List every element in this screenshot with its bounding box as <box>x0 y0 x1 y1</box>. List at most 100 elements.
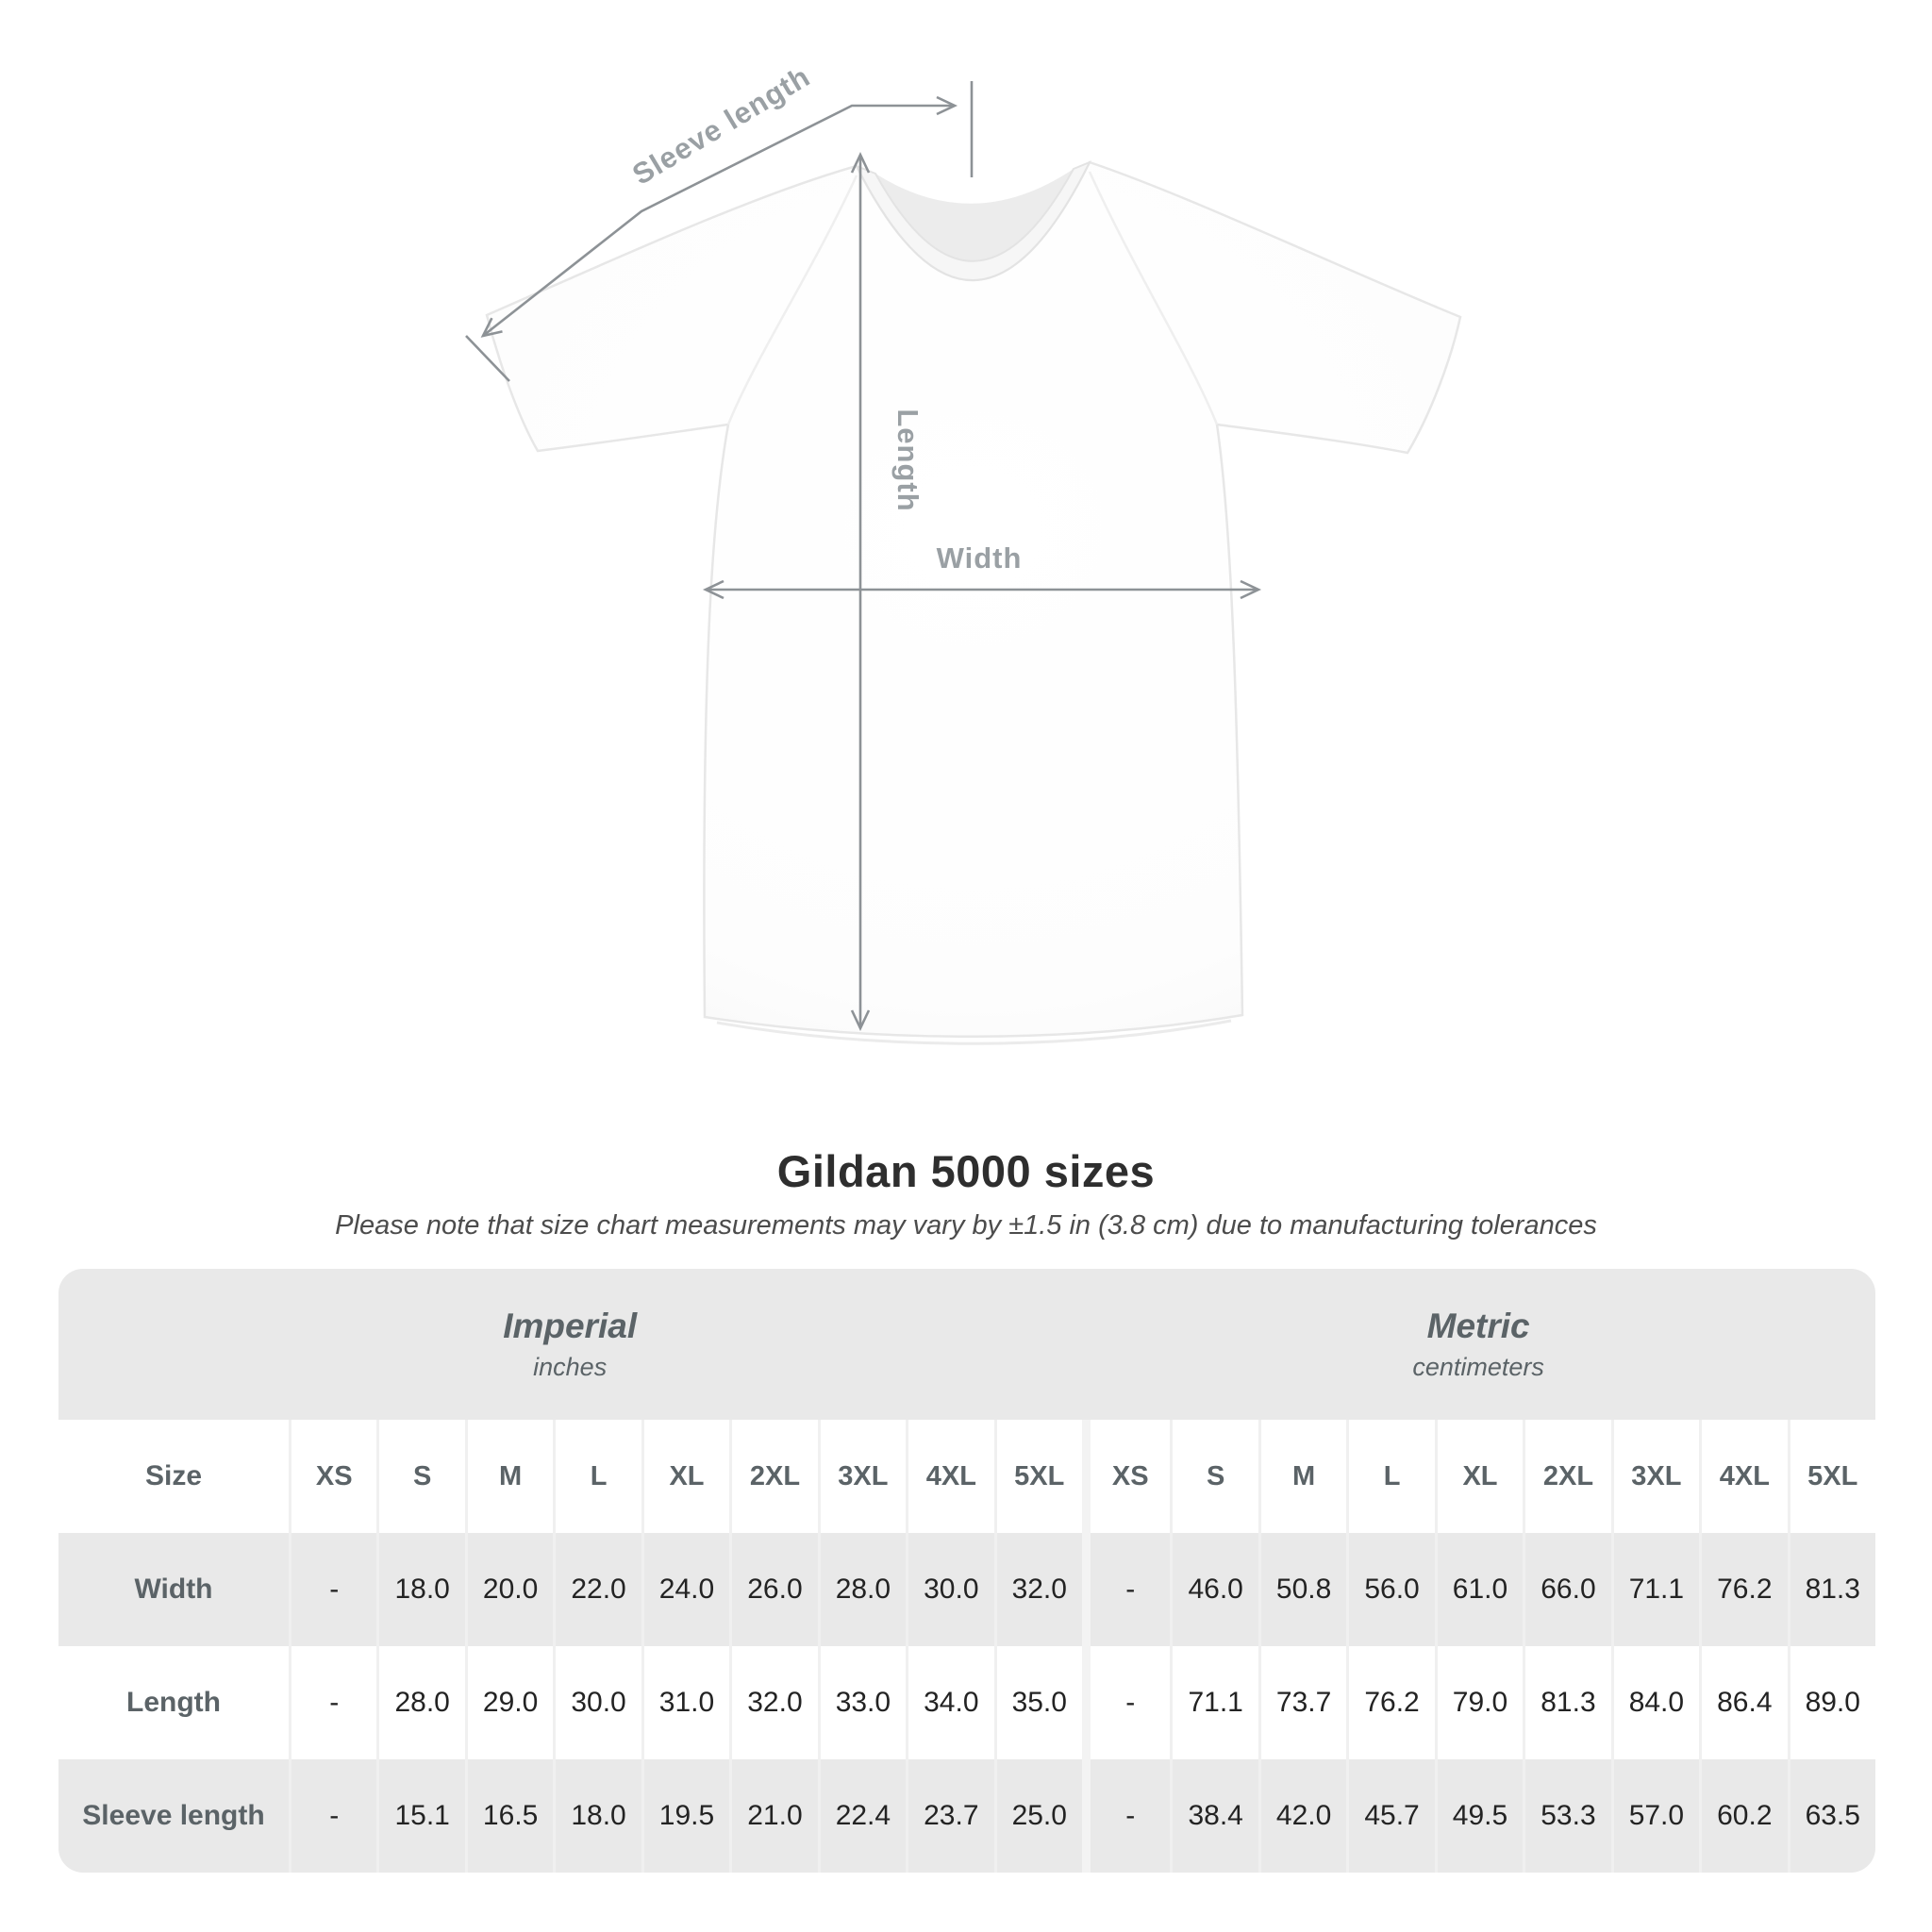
size-column-header: 3XL <box>817 1420 906 1533</box>
size-column-header: XS <box>289 1420 376 1533</box>
size-column-header: 4XL <box>1699 1420 1787 1533</box>
width-label: Width <box>937 541 1023 575</box>
size-value-cell: 22.4 <box>817 1759 906 1873</box>
size-value-cell: 66.0 <box>1523 1533 1610 1646</box>
size-grid: Size XS S M L XL 2XL 3XL 4XL 5XL XS S M L XL 2XL 3XL 4XL 5… <box>58 1420 1875 1873</box>
size-value-cell: - <box>1081 1646 1170 1759</box>
size-value-cell: 19.5 <box>641 1759 729 1873</box>
size-column-header: M <box>1257 1420 1346 1533</box>
size-value-cell: 86.4 <box>1699 1646 1787 1759</box>
size-column-header: 3XL <box>1610 1420 1699 1533</box>
size-value-cell: 71.1 <box>1610 1533 1699 1646</box>
size-value-cell: 28.0 <box>376 1646 464 1759</box>
size-value-cell: 15.1 <box>376 1759 464 1873</box>
size-value-cell: 30.0 <box>906 1533 993 1646</box>
size-value-cell: 42.0 <box>1257 1759 1346 1873</box>
table-row: Sleeve length -15.1 16.5 18.0 19.5 21.0 22.4 23… <box>58 1759 1875 1873</box>
metric-title: Metric <box>1426 1307 1530 1345</box>
size-value-cell: 31.0 <box>641 1646 729 1759</box>
size-value-cell: 33.0 <box>817 1646 906 1759</box>
size-value-cell: 71.1 <box>1170 1646 1257 1759</box>
size-column-header: S <box>376 1420 464 1533</box>
tshirt-diagram: Sleeve length Length Width <box>465 59 1462 1045</box>
size-value-cell: 60.2 <box>1699 1759 1787 1873</box>
imperial-unit: inches <box>533 1353 608 1381</box>
size-value-cell: 18.0 <box>553 1759 641 1873</box>
size-value-cell: 79.0 <box>1434 1646 1523 1759</box>
size-value-cell: 28.0 <box>817 1533 906 1646</box>
measurement-lines <box>465 81 1262 1032</box>
size-column-header: 5XL <box>1787 1420 1875 1533</box>
size-value-cell: 76.2 <box>1346 1646 1434 1759</box>
size-value-cell: 73.7 <box>1257 1646 1346 1759</box>
size-value-cell: 57.0 <box>1610 1759 1699 1873</box>
size-value-cell: 53.3 <box>1523 1759 1610 1873</box>
sleeve-length-line <box>480 95 958 338</box>
size-header-label: Size <box>144 1460 203 1491</box>
sleeve-tick <box>465 335 510 382</box>
size-value-cell: 23.7 <box>906 1759 993 1873</box>
size-value-cell: 46.0 <box>1170 1533 1257 1646</box>
size-value-cell: 50.8 <box>1257 1533 1346 1646</box>
size-value-cell: - <box>1081 1759 1170 1873</box>
row-label: Length <box>126 1687 221 1718</box>
size-value-cell: 18.0 <box>376 1533 464 1646</box>
size-value-cell: 81.3 <box>1523 1646 1610 1759</box>
size-value-cell: 38.4 <box>1170 1759 1257 1873</box>
metric-header: Metric centimeters <box>1081 1269 1875 1420</box>
imperial-header: Imperial inches <box>58 1269 1081 1420</box>
imperial-title: Imperial <box>503 1307 638 1345</box>
size-value-cell: 26.0 <box>729 1533 817 1646</box>
size-value-cell: 20.0 <box>464 1533 553 1646</box>
size-column-header: 5XL <box>993 1420 1082 1533</box>
size-column-header: 2XL <box>729 1420 817 1533</box>
tshirt-body <box>485 160 1462 1038</box>
tolerance-note: Please note that size chart measurements… <box>335 1210 1597 1241</box>
size-value-cell: 34.0 <box>906 1646 993 1759</box>
size-value-cell: 35.0 <box>993 1646 1082 1759</box>
size-value-cell: 29.0 <box>464 1646 553 1759</box>
size-value-cell: - <box>289 1533 376 1646</box>
size-value-cell: 81.3 <box>1787 1533 1875 1646</box>
size-value-cell: 32.0 <box>993 1533 1082 1646</box>
size-header-row: Size XS S M L XL 2XL 3XL 4XL 5XL XS S M L XL 2XL 3XL 4XL 5… <box>58 1420 1875 1533</box>
tshirt-graphic <box>485 160 1462 1045</box>
size-value-cell: 25.0 <box>993 1759 1082 1873</box>
row-label: Sleeve length <box>82 1800 265 1831</box>
table-row: Length -28.0 29.0 30.0 31.0 32.0 33.0 34.0 35.0-… <box>58 1646 1875 1759</box>
size-value-cell: 24.0 <box>641 1533 729 1646</box>
metric-unit: centimeters <box>1412 1353 1544 1381</box>
size-table: Imperial inches Metric centimeters Size X… <box>58 1269 1875 1873</box>
size-value-cell: 56.0 <box>1346 1533 1434 1646</box>
size-value-cell: 21.0 <box>729 1759 817 1873</box>
size-column-header: L <box>553 1420 641 1533</box>
size-value-cell: - <box>289 1759 376 1873</box>
hem-shadow <box>716 1019 1232 1045</box>
size-column-header: 2XL <box>1523 1420 1610 1533</box>
size-value-cell: 49.5 <box>1434 1759 1523 1873</box>
size-value-cell: 45.7 <box>1346 1759 1434 1873</box>
row-label: Width <box>134 1574 213 1605</box>
right-armhole-seam <box>1088 171 1219 425</box>
table-row: Width -18.0 20.0 22.0 24.0 26.0 28.0 30.0 32.0-4… <box>58 1533 1875 1646</box>
size-value-cell: 61.0 <box>1434 1533 1523 1646</box>
units-header-band: Imperial inches Metric centimeters <box>58 1269 1875 1420</box>
length-label: Length <box>891 408 924 511</box>
size-column-header: XS <box>1081 1420 1170 1533</box>
size-column-header: XL <box>641 1420 729 1533</box>
size-value-cell: - <box>1081 1533 1170 1646</box>
size-value-cell: 63.5 <box>1787 1759 1875 1873</box>
size-column-header: XL <box>1434 1420 1523 1533</box>
size-value-cell: 89.0 <box>1787 1646 1875 1759</box>
size-column-header: S <box>1170 1420 1257 1533</box>
size-value-cell: - <box>289 1646 376 1759</box>
size-value-cell: 16.5 <box>464 1759 553 1873</box>
size-column-header: M <box>464 1420 553 1533</box>
page-title: Gildan 5000 sizes <box>776 1146 1156 1196</box>
size-value-cell: 76.2 <box>1699 1533 1787 1646</box>
size-value-cell: 30.0 <box>553 1646 641 1759</box>
size-column-header: 4XL <box>906 1420 993 1533</box>
size-value-cell: 22.0 <box>553 1533 641 1646</box>
size-value-cell: 84.0 <box>1610 1646 1699 1759</box>
